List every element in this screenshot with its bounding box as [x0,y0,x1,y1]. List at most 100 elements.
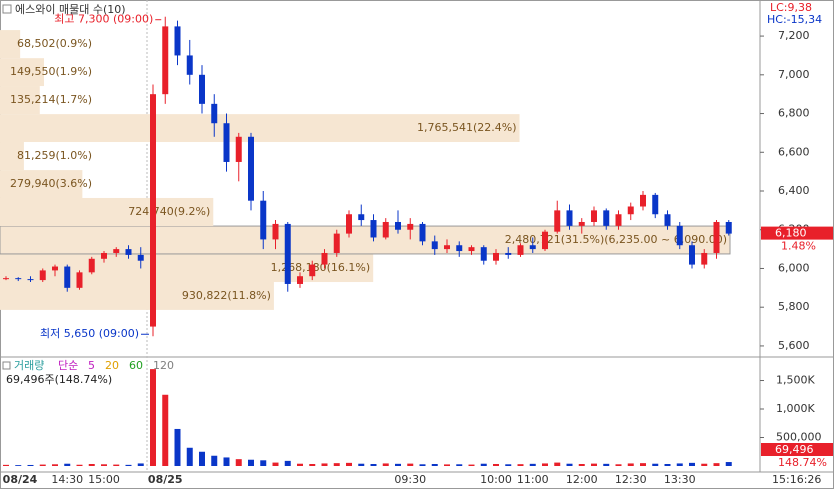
candle-body [27,279,34,281]
x-tick-label: 11:00 [517,473,549,486]
y-tick-label: 1,000K [776,402,815,415]
candle-body [223,123,230,162]
last-price-box [761,226,833,240]
candle-body [493,252,499,261]
volume-bar [211,455,218,466]
y-tick-label: 6,800 [778,107,810,120]
volume-bar [260,460,267,466]
candle-body [3,278,9,280]
icon [2,361,11,370]
candle-body [113,249,120,253]
ma-period: 60 [129,359,143,372]
candle-body [64,266,71,288]
volume-bar [321,463,328,466]
volume-bar [395,463,401,466]
x-tick-label: 13:30 [664,473,696,486]
x-tick-label: 09:30 [394,473,426,486]
ma-period: 5 [88,359,95,372]
profile-bar [0,142,24,171]
x-tick-label: 12:00 [566,473,598,486]
volume-bar [199,451,205,466]
candle-body [701,252,708,265]
y-tick-label: 7,000 [778,68,810,81]
volume-bar [444,464,450,466]
profile-bar [0,197,214,227]
profile-bar [0,30,21,59]
volume-bar [431,464,438,466]
volume-bar [272,462,279,466]
volume-bar [370,464,377,466]
profile-label: 1,765,541(22.4%) [417,121,517,134]
y-tick-label: 5,800 [778,300,810,313]
candle-body [248,136,254,201]
y-tick-label: 500,000 [776,431,822,444]
clock: 15:16:26 [772,473,821,486]
volume-bar [3,464,9,466]
volume-bar [701,463,708,466]
profile-label: 930,822(11.8%) [182,289,271,302]
volume-bar [27,464,34,466]
last-volume: 69,496 [775,443,814,456]
y-tick-label: 6,400 [778,184,810,197]
volume-bar [615,464,622,466]
candle-body [333,233,340,253]
volume-bar [64,463,71,466]
volume-bar [652,463,659,466]
y-tick-label: 7,200 [778,29,810,42]
volume-bar [358,463,365,466]
volume-bar [309,464,316,466]
candle-body [309,264,316,277]
volume-bar [554,462,561,466]
volume-bar [689,462,695,466]
candle-body [554,210,561,232]
volume-bar [382,463,389,466]
volume-bar [248,459,254,466]
candle-body [162,26,169,95]
volume-title: 거래량 [14,359,44,372]
volume-bar [174,428,181,466]
candle-body [395,221,401,230]
ma-period: 120 [153,359,174,372]
candle-body [76,272,83,288]
candle-body [652,194,659,215]
high-annotation: 최고 7,300 (09:00) [54,13,153,26]
candle-body [480,247,487,261]
candle-body [407,223,414,230]
volume-bar [640,463,646,466]
volume-bar [333,463,340,466]
last-volume-box [761,443,833,456]
volume-bar [15,465,22,466]
volume-bar [346,462,352,466]
candle-body [150,94,156,327]
candle-body [419,223,426,242]
candle-body [689,245,695,265]
candle-body [346,214,352,234]
profile-label: 81,259(1.0%) [17,149,92,162]
ma-label: 단순 [58,359,78,372]
candle-body [566,210,573,226]
candle-body [260,200,267,240]
candle-body [186,55,193,75]
y-tick-label: 6,600 [778,145,810,158]
candle-body [517,245,524,255]
candle-body [591,210,597,222]
profile-bar [0,86,40,115]
profile-bar [0,58,45,87]
volume-bar [88,464,95,466]
change-label: 1.48% [781,240,816,253]
candle-body [284,223,291,284]
candle-body [101,252,107,259]
y-tick-label: 1,500K [776,374,815,387]
candle-body [627,206,634,215]
profile-bar [0,282,274,310]
last-volume-change: 148.74% [778,456,827,469]
volume-bar [676,463,683,466]
volume-bar [162,394,169,466]
candle-body [15,278,22,280]
candle-body [297,276,303,284]
candle-body [39,270,46,281]
volume-bar [137,463,144,466]
x-tick-label: 08/25 [148,473,183,486]
volume-bar [407,463,414,466]
hc-label: HC:-15,34 [767,13,822,26]
